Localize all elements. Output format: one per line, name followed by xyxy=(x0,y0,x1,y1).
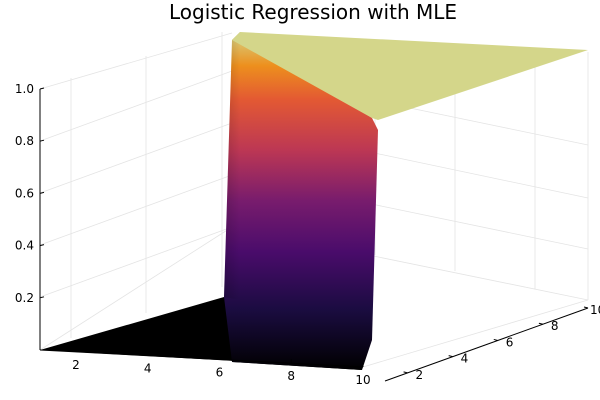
tick-labels: 2 4 6 8 10 2 4 6 8 10 0.2 0.4 0.6 0.8 1.0 xyxy=(15,82,600,387)
surface-high-plateau xyxy=(232,32,588,120)
z-tick-label: 1.0 xyxy=(15,82,34,96)
x-tick-label: 8 xyxy=(287,369,295,383)
y-tick-mark xyxy=(583,306,589,309)
z-tick-mark xyxy=(39,87,45,90)
z-tick-mark xyxy=(39,244,45,247)
z-tick-label: 0.8 xyxy=(15,134,34,148)
y-tick-mark xyxy=(538,322,544,325)
x-axis-line xyxy=(39,349,364,368)
grid-right-wall xyxy=(231,70,589,301)
z-tick-label: 0.2 xyxy=(15,291,34,305)
z-tick-mark xyxy=(39,191,45,194)
y-axis-line xyxy=(384,307,589,382)
y-tick-label: 10 xyxy=(590,303,600,317)
y-tick-mark xyxy=(493,338,498,341)
z-tick-mark xyxy=(39,296,45,299)
x-tick-label: 2 xyxy=(72,358,80,372)
y-tick-mark xyxy=(448,355,453,358)
grid-left-verticals xyxy=(70,32,223,338)
z-tick-mark xyxy=(39,139,45,142)
z-tick-label: 0.4 xyxy=(15,239,34,253)
grid-left-wall xyxy=(39,32,233,298)
surface-low-plateau xyxy=(40,292,362,370)
surface xyxy=(40,32,588,370)
surface-wall-shade xyxy=(224,32,240,300)
z-tick-label: 0.6 xyxy=(15,186,34,200)
chart-title: Logistic Regression with MLE xyxy=(169,0,457,24)
y-tick-label: 6 xyxy=(506,335,514,349)
y-tick-label: 4 xyxy=(461,352,469,366)
x-tick-label: 6 xyxy=(216,365,224,379)
grid-floor xyxy=(39,226,589,368)
axes xyxy=(39,89,589,382)
surface-wall xyxy=(224,32,378,370)
y-tick-label: 2 xyxy=(416,368,424,382)
x-tick-label: 10 xyxy=(355,373,370,387)
y-tick-label: 8 xyxy=(551,319,559,333)
x-tick-label: 4 xyxy=(144,362,152,376)
y-tick-mark xyxy=(403,371,408,374)
